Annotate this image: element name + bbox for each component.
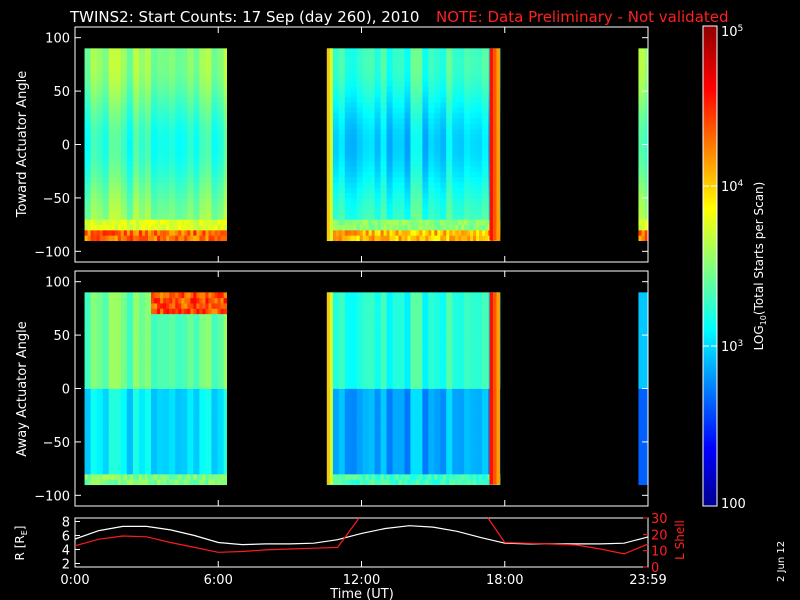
colorbar-gradient xyxy=(702,25,718,507)
data-note: NOTE: Data Preliminary - Not validated xyxy=(436,8,729,26)
orbit-frame xyxy=(74,517,649,568)
colorbar-label: LOG10(Total Starts per Scan) xyxy=(752,182,768,351)
y-tick-label: −50 xyxy=(43,436,70,451)
y-tick-label: 100 xyxy=(45,276,70,291)
y-tick-label: 50 xyxy=(53,329,70,344)
colorbar-tick-label: 100 xyxy=(721,497,746,512)
y-tick-label: 6 xyxy=(62,530,70,545)
y-tick-label: 100 xyxy=(45,32,70,47)
series-r xyxy=(74,525,649,546)
toward-heatmap-panel: 100 50 0 −50 −100 xyxy=(34,26,649,263)
data-block xyxy=(326,292,501,486)
y-tick-label: 8 xyxy=(62,516,70,531)
y-tick-label: 4 xyxy=(62,544,70,559)
away-ylabel: Away Actuator Angle xyxy=(15,321,30,456)
colorbar-tick-label: 104 xyxy=(721,179,744,195)
y-tick-label-right: 0 xyxy=(651,561,659,576)
data-block xyxy=(326,48,501,242)
away-heatmap-panel: 100 50 0 −50 −100 xyxy=(34,270,649,507)
colorbar: 105 104 103 100 LOG10(Total Starts per Scan… xyxy=(702,24,768,512)
x-axis-label: Time (UT) xyxy=(329,587,394,600)
y-tick-label: 2 xyxy=(62,558,70,573)
colorbar-ticks: 105 104 103 100 xyxy=(703,24,746,512)
y-tick-label: −100 xyxy=(34,245,70,260)
y-tick-label: 50 xyxy=(53,85,70,100)
toward-ylabel: Toward Actuator Angle xyxy=(15,71,30,218)
y-tick-label: −50 xyxy=(43,192,70,207)
lshell-ylabel: L Shell xyxy=(673,520,687,560)
chart-title: TWINS2: Start Counts: 17 Sep (day 260), … xyxy=(69,8,419,26)
colorbar-tick-label: 105 xyxy=(721,24,743,40)
series-l-shell xyxy=(74,517,649,555)
y-tick-label-right: 30 xyxy=(651,512,668,527)
colorbar-tick-label: 103 xyxy=(721,339,743,355)
x-tick-label: 18:00 xyxy=(486,573,523,588)
data-block xyxy=(84,48,227,242)
data-block xyxy=(638,48,649,242)
x-tick-label: 23:59 xyxy=(629,573,666,588)
x-tick-label: 6:00 xyxy=(204,573,233,588)
x-tick-label: 0:00 xyxy=(60,573,89,588)
y-tick-label: −100 xyxy=(34,489,70,504)
data-block xyxy=(638,292,649,486)
y-tick-label-right: 20 xyxy=(651,528,668,543)
y-tick-label: 0 xyxy=(62,139,70,154)
data-block xyxy=(84,292,227,486)
date-stamp: 2 Jun 12 xyxy=(776,541,787,582)
y-tick-label: 0 xyxy=(62,383,70,398)
y-tick-label-right: 10 xyxy=(651,545,668,560)
x-tick-label: 12:00 xyxy=(343,573,380,588)
radius-ylabel: R [RE] xyxy=(13,526,29,561)
